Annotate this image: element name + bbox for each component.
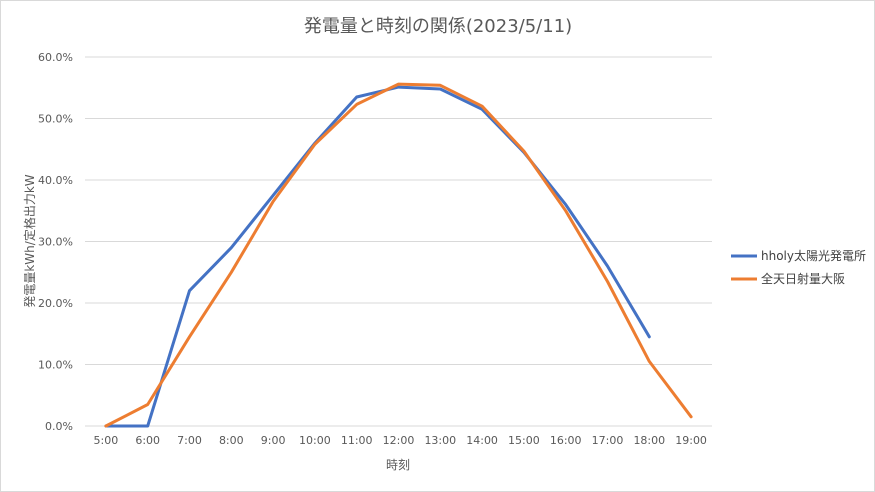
y-axis-title: 発電量kWh/定格出力kW — [22, 174, 37, 307]
y-tick-label: 20.0% — [38, 297, 73, 310]
x-tick-label: 9:00 — [261, 434, 286, 447]
x-tick-label: 7:00 — [177, 434, 202, 447]
x-tick-label: 18:00 — [633, 434, 665, 447]
series-line-1 — [104, 85, 651, 428]
y-tick-label: 30.0% — [38, 236, 73, 249]
x-axis-title: 時刻 — [386, 458, 410, 472]
x-tick-label: 10:00 — [299, 434, 331, 447]
x-tick-label: 13:00 — [424, 434, 456, 447]
x-tick-label: 12:00 — [383, 434, 415, 447]
y-tick-label: 40.0% — [38, 174, 73, 187]
y-tick-label: 0.0% — [45, 420, 73, 433]
gridlines — [85, 56, 712, 427]
y-axis-ticks: 0.0% 10.0% 20.0% 30.0% 40.0% 50.0% 60.0% — [38, 51, 73, 433]
x-tick-label: 19:00 — [675, 434, 707, 447]
x-tick-label: 8:00 — [219, 434, 244, 447]
series-line-2 — [104, 82, 693, 428]
y-tick-label: 10.0% — [38, 359, 73, 372]
y-tick-label: 50.0% — [38, 113, 73, 126]
legend-label: hholy太陽光発電所 — [761, 248, 866, 263]
x-tick-label: 6:00 — [135, 434, 160, 447]
y-tick-label: 60.0% — [38, 51, 73, 64]
x-tick-label: 17:00 — [592, 434, 624, 447]
legend-label: 全天日射量大阪 — [761, 271, 845, 286]
x-tick-label: 15:00 — [508, 434, 540, 447]
series-lines — [104, 82, 693, 428]
chart-title: 発電量と時刻の関係(2023/5/11) — [304, 16, 572, 37]
x-tick-label: 11:00 — [341, 434, 373, 447]
x-tick-label: 14:00 — [466, 434, 498, 447]
x-tick-label: 16:00 — [550, 434, 582, 447]
x-tick-label: 5:00 — [94, 434, 119, 447]
x-axis-ticks: 5:00 6:00 7:00 8:00 9:00 10:00 11:00 12:00 13:00… — [94, 434, 707, 447]
